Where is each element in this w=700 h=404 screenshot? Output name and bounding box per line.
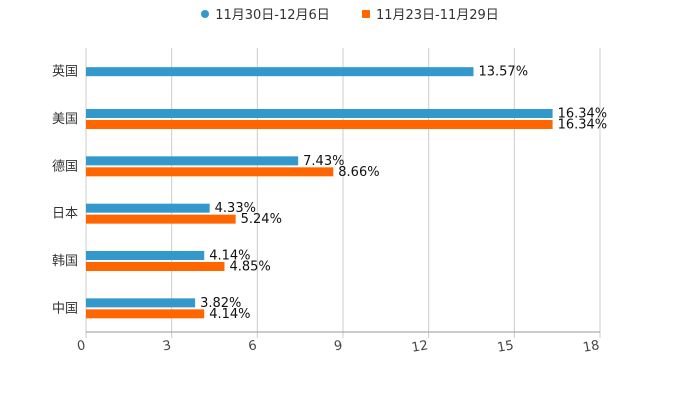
x-tick-label: 15 xyxy=(496,338,515,356)
bar-previous-week xyxy=(86,262,225,271)
data-label: 4.85% xyxy=(229,260,270,275)
legend-label-current-week: 11月30日-12月6日 xyxy=(215,8,330,23)
legend-marker-square-icon xyxy=(361,10,370,18)
legend-label-previous-week: 11月23日-11月29日 xyxy=(375,8,499,23)
bar-current-week xyxy=(86,298,196,308)
data-label: 4.14% xyxy=(209,307,250,322)
bar-current-week xyxy=(86,156,299,166)
y-category-label: 德国 xyxy=(52,159,78,174)
data-label: 4.33% xyxy=(215,201,256,216)
bar-previous-week xyxy=(86,167,334,177)
x-tick-label: 6 xyxy=(247,338,258,354)
x-tick-label: 3 xyxy=(162,338,173,354)
data-label: 4.14% xyxy=(209,249,250,264)
bar-current-week xyxy=(86,109,553,118)
legend-item-current-week[interactable]: 11月30日-12月6日 xyxy=(201,4,330,23)
data-label: 16.34% xyxy=(558,118,608,133)
x-tick-label: 9 xyxy=(333,338,344,354)
data-label: 13.57% xyxy=(478,65,528,80)
x-tick-label: 18 xyxy=(582,338,601,356)
x-tick-label: 0 xyxy=(76,338,87,354)
y-category-label: 中国 xyxy=(52,301,78,316)
y-category-label: 美国 xyxy=(52,112,78,127)
bar-current-week xyxy=(86,203,210,213)
bar-previous-week xyxy=(86,120,553,129)
bar-current-week xyxy=(86,67,474,77)
bar-previous-week xyxy=(86,214,236,224)
y-category-label: 韩国 xyxy=(52,254,78,269)
x-tick-label: 12 xyxy=(410,338,429,356)
bar-previous-week xyxy=(86,309,205,319)
data-label: 5.24% xyxy=(241,212,282,227)
data-label: 7.43% xyxy=(303,154,344,169)
legend: 11月30日-12月6日 11月23日-11月29日 xyxy=(0,4,700,23)
data-label: 8.66% xyxy=(338,165,379,180)
bar-current-week xyxy=(86,251,205,260)
y-category-label: 英国 xyxy=(52,65,78,80)
legend-marker-circle-icon xyxy=(201,10,210,18)
legend-item-previous-week[interactable]: 11月23日-11月29日 xyxy=(361,4,499,23)
y-category-label: 日本 xyxy=(52,207,78,222)
data-label: 3.82% xyxy=(200,296,241,311)
data-label: 16.34% xyxy=(558,107,608,122)
